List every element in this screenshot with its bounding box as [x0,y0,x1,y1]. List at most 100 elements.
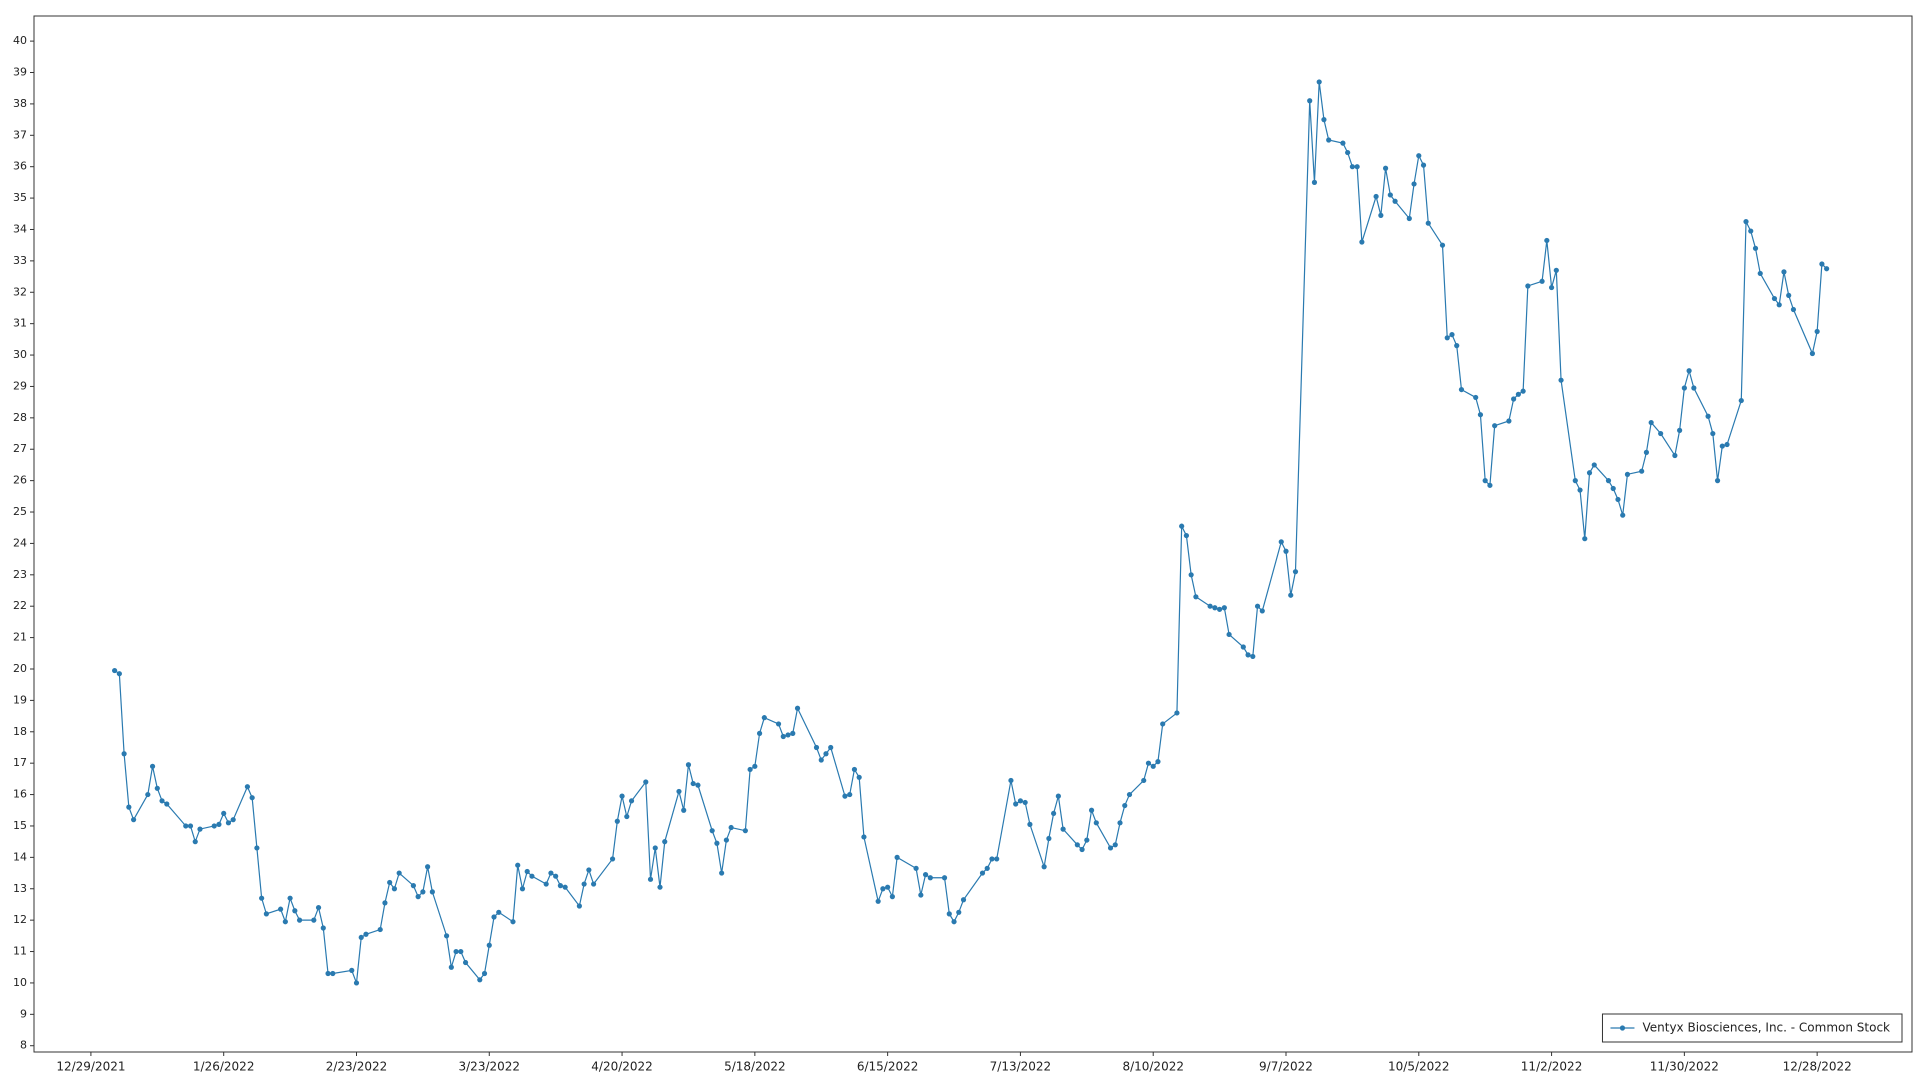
point [462,959,469,966]
y-tick-label: 9 [20,1007,27,1020]
y-tick-label: 22 [13,599,27,612]
point [1809,350,1816,357]
point [1714,478,1721,484]
point [1511,396,1517,402]
point [984,865,990,871]
point [1449,332,1455,338]
point [415,894,421,900]
point [112,667,118,674]
point [443,933,450,939]
point [1051,810,1057,817]
legend-box [1601,1013,1903,1043]
point [1259,608,1265,614]
point [1458,386,1465,393]
point [1515,391,1521,397]
point [1207,603,1213,609]
point [1719,443,1725,449]
point [387,879,393,886]
point [1359,239,1365,245]
y-tick-label: 29 [13,379,27,392]
point [1373,193,1379,200]
point [628,798,635,804]
point [1060,826,1066,832]
point [1477,412,1484,418]
x-tick-label: 3/23/2022 [459,1060,521,1074]
point [1292,569,1299,575]
point [652,845,658,851]
point [1544,237,1550,244]
point [1672,452,1678,459]
y-tick-label: 21 [13,631,27,644]
point [278,906,284,912]
point [1160,721,1166,727]
point [1757,270,1763,277]
point [221,810,227,817]
point [1321,117,1327,123]
x-tick-label: 10/5/2022 [1388,1060,1450,1074]
point [1677,427,1683,433]
point [1648,419,1654,426]
x-tick-label: 1/26/2022 [193,1060,255,1074]
y-tick-label: 27 [13,442,27,455]
point [719,870,725,876]
point [420,889,426,895]
point [1610,485,1616,492]
y-tick-label: 40 [13,34,27,47]
point [752,763,758,769]
point [1553,267,1559,273]
point [130,817,137,823]
point [1406,215,1412,222]
point [1411,181,1417,187]
point [496,909,502,915]
point [292,908,298,914]
point [1311,179,1318,185]
point [1217,606,1223,612]
point [885,884,891,890]
point [1079,846,1085,853]
y-tick-label: 26 [13,474,27,487]
point [377,926,383,933]
point [1752,245,1759,251]
point [994,856,1000,862]
point [946,911,952,917]
point [1790,306,1797,313]
point [1643,449,1650,455]
point [1439,242,1446,248]
point [989,856,995,862]
x-tick-label: 11/2/2022 [1521,1060,1583,1074]
x-tick-label: 6/15/2022 [857,1060,919,1074]
point [676,788,682,795]
point [1420,162,1427,168]
y-tick-label: 17 [13,756,27,769]
y-tick-label: 24 [13,536,27,549]
point [1179,523,1185,529]
point [747,766,753,773]
y-tick-label: 39 [13,66,27,79]
point [647,876,654,882]
point [1444,335,1450,341]
point [529,873,535,879]
point [1221,605,1227,611]
y-tick-label: 8 [20,1039,27,1052]
point [657,884,663,890]
point [225,820,232,826]
y-tick-label: 36 [13,160,27,173]
point [1639,468,1645,474]
point [979,870,986,876]
y-tick-label: 12 [13,913,27,926]
point [1454,343,1460,349]
point [1354,164,1360,170]
point [842,793,848,799]
point [315,904,322,911]
point [875,898,881,904]
point [116,671,122,677]
point [126,804,132,810]
point [481,970,488,977]
point [1620,512,1626,518]
point [960,897,967,903]
y-tick-label: 25 [13,505,27,518]
point [1345,149,1351,156]
point [624,813,630,820]
point [614,818,620,824]
point [1392,198,1398,204]
